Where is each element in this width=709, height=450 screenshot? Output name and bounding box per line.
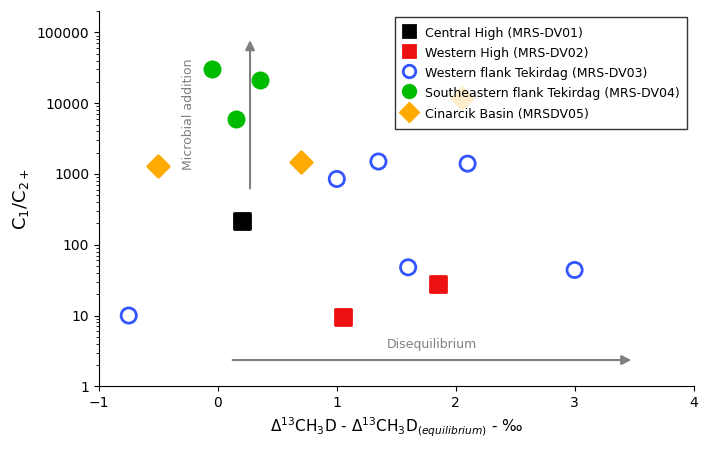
Text: Disequilibrium: Disequilibrium (387, 338, 477, 351)
Western High (MRS-DV02) (337, 314, 348, 321)
Western flank Tekirdag (MRS-DV03) (123, 312, 135, 319)
Western flank Tekirdag (MRS-DV03) (462, 160, 474, 167)
Central High (MRS-DV01) (236, 217, 247, 224)
Western flank Tekirdag (MRS-DV03) (373, 158, 384, 165)
Southeastern flank Tekirdag (MRS-DV04) (254, 77, 265, 84)
Western flank Tekirdag (MRS-DV03) (403, 264, 414, 271)
Western flank Tekirdag (MRS-DV03) (569, 266, 580, 274)
Text: Microbial addition: Microbial addition (182, 58, 195, 170)
Cinarcik Basin (MRSDV05) (153, 162, 164, 170)
Cinarcik Basin (MRSDV05) (296, 158, 307, 165)
Southeastern flank Tekirdag (MRS-DV04) (230, 115, 242, 122)
Western flank Tekirdag (MRS-DV03) (331, 176, 342, 183)
Y-axis label: C$_1$/C$_{2+}$: C$_1$/C$_{2+}$ (11, 168, 31, 230)
Western High (MRS-DV02) (432, 280, 444, 288)
Legend: Central High (MRS-DV01), Western High (MRS-DV02), Western flank Tekirdag (MRS-DV: Central High (MRS-DV01), Western High (M… (395, 18, 687, 129)
Southeastern flank Tekirdag (MRS-DV04) (206, 66, 218, 73)
X-axis label: $\Delta^{13}$CH$_3$D - $\Delta^{13}$CH$_3$D$_{(equilibrium)}$ - ‰: $\Delta^{13}$CH$_3$D - $\Delta^{13}$CH$_… (269, 416, 523, 439)
Cinarcik Basin (MRSDV05) (456, 94, 467, 101)
